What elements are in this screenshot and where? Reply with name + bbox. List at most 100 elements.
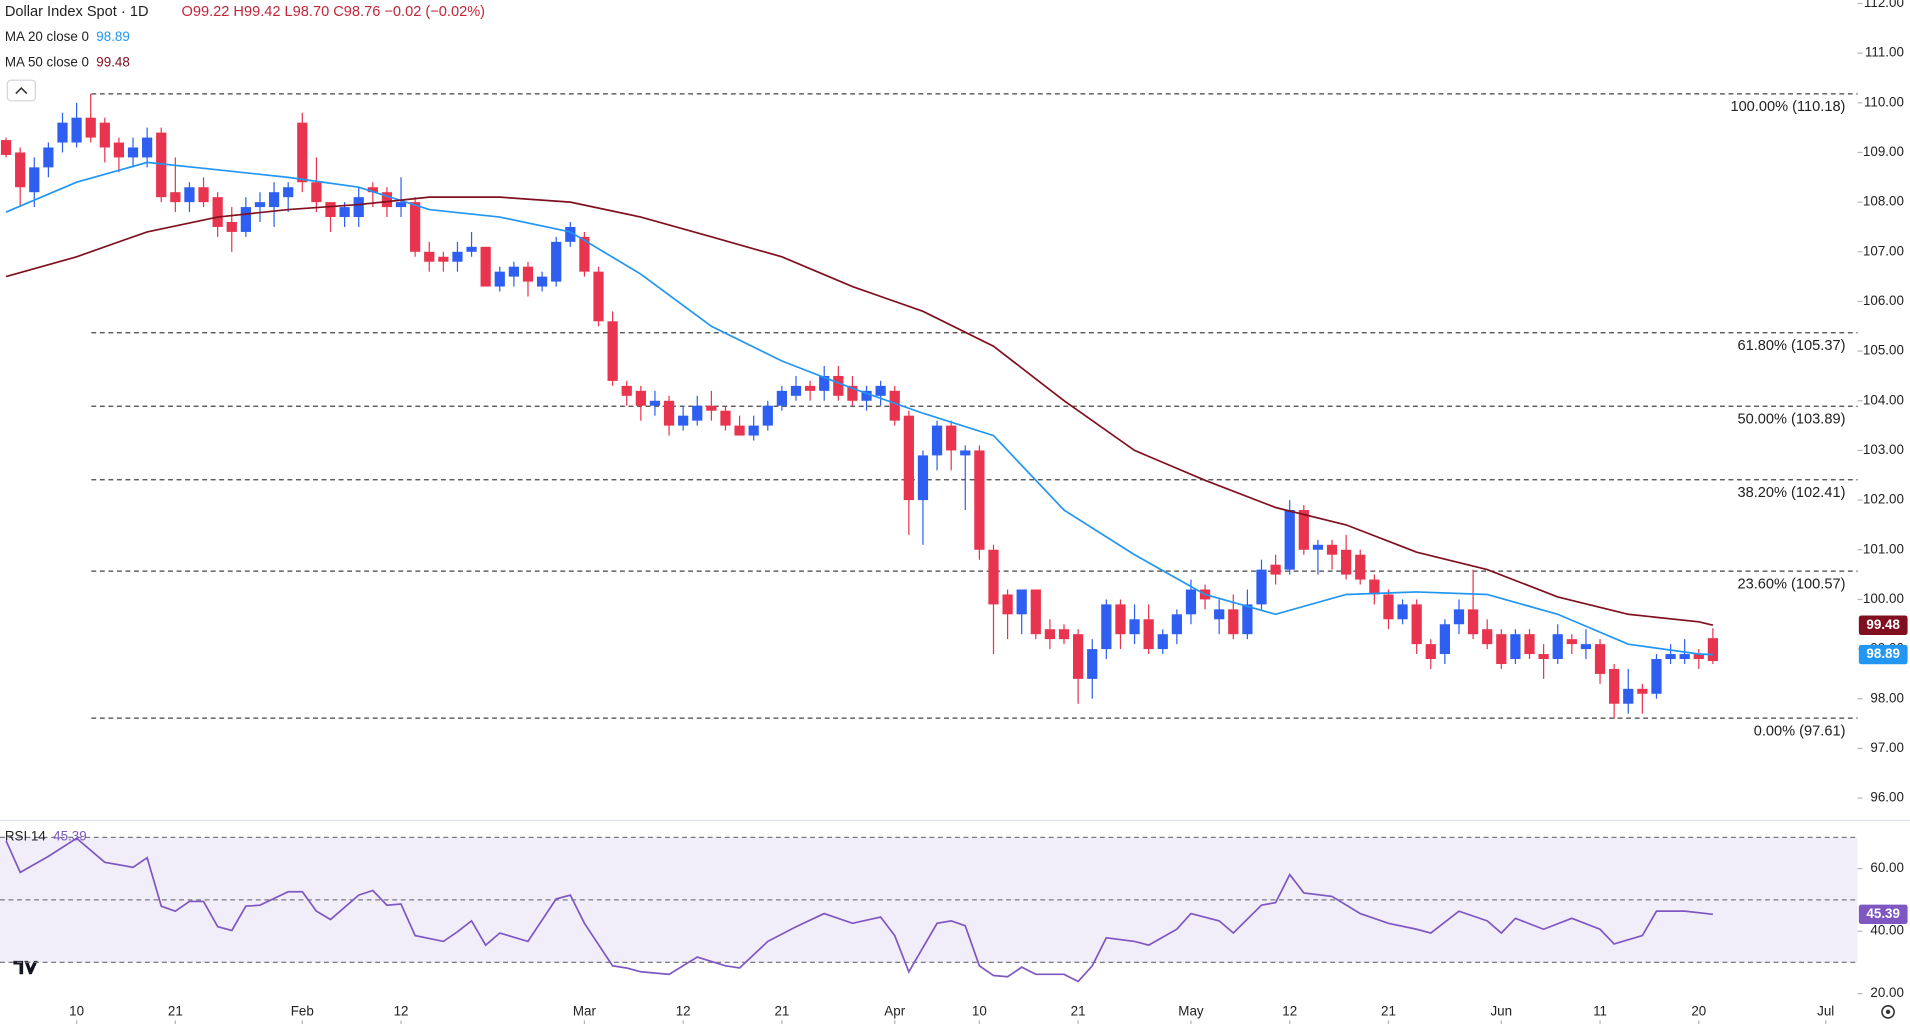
candle-body <box>226 221 237 232</box>
y-tick-label: 98.00 <box>1870 690 1904 705</box>
candle-body <box>1073 634 1084 679</box>
fib-label: 23.60% (100.57) <box>1737 576 1845 592</box>
y-tick-label: 106.00 <box>1863 293 1904 308</box>
candle-body <box>99 122 110 148</box>
y-tick-label: 103.00 <box>1863 442 1904 457</box>
x-tick-label: 10 <box>69 1003 84 1018</box>
candle-body <box>508 266 519 277</box>
candle-body <box>833 375 844 396</box>
candle-body <box>1115 604 1126 635</box>
y-tick-label: 96.00 <box>1870 790 1904 805</box>
candle-body <box>536 276 548 287</box>
y-tick-label: 102.00 <box>1863 492 1904 507</box>
price-badge <box>1858 904 1908 924</box>
candle-body <box>551 241 562 282</box>
price-badge-label: 98.89 <box>1866 646 1900 661</box>
candle-body <box>1524 634 1535 655</box>
candle-body <box>127 147 139 158</box>
candle-body <box>522 266 534 282</box>
candle-body <box>43 147 54 168</box>
x-tick-label: Jul <box>1817 1003 1834 1018</box>
candle-body <box>649 400 661 406</box>
x-tick-label: 21 <box>168 1003 183 1018</box>
candle-body <box>1467 609 1479 635</box>
price-badge-label: 45.39 <box>1866 906 1900 921</box>
tradingview-logo[interactable] <box>7 951 47 983</box>
price-badge-label: 99.48 <box>1866 617 1900 632</box>
candle-body <box>325 202 336 218</box>
legend-value: 99.48 <box>96 55 130 70</box>
candle-body <box>438 256 449 262</box>
x-tick-label: 21 <box>774 1003 789 1018</box>
candle-body <box>1326 544 1338 555</box>
x-tick-label: 12 <box>394 1003 409 1018</box>
candle-body <box>311 182 322 203</box>
x-tick-label: 21 <box>1381 1003 1396 1018</box>
candle-body <box>1665 654 1676 660</box>
y-tick-label: 112.00 <box>1864 0 1904 10</box>
candle-body <box>254 202 266 208</box>
candle-body <box>170 192 181 203</box>
candle-body <box>198 187 209 203</box>
candle-body <box>1425 644 1436 660</box>
candle-body <box>847 385 858 401</box>
candle-body <box>1566 639 1577 645</box>
ohlc-text: O99.22 H99.42 L98.70 C98.76 −0.02 (−0.02… <box>181 4 485 20</box>
candle-body <box>283 187 294 198</box>
y-tick-label: 110.00 <box>1864 94 1904 109</box>
candle-body <box>1171 614 1182 635</box>
candle-body <box>889 390 900 421</box>
candle-body <box>452 251 463 262</box>
candle-body <box>678 415 689 426</box>
y-tick-label: 107.00 <box>1863 243 1904 258</box>
fib-label: 38.20% (102.41) <box>1737 485 1845 501</box>
y-tick-label: 111.00 <box>1865 45 1904 60</box>
y-tick-label: 100.00 <box>1863 591 1904 606</box>
x-tick-label: 11 <box>1593 1003 1607 1018</box>
candle-body <box>494 271 505 287</box>
candle-body <box>410 202 421 252</box>
candle-body <box>1228 609 1239 635</box>
candle-body <box>635 390 646 406</box>
candle-body <box>71 117 82 143</box>
candle-body <box>1270 564 1281 575</box>
candle-body <box>395 202 407 208</box>
candle-body <box>1482 629 1493 645</box>
legend-name: MA 20 close 0 <box>5 29 89 44</box>
rsi-legend-value: 45.39 <box>53 828 87 843</box>
candle-body <box>1594 644 1606 674</box>
settings-button[interactable] <box>1881 1004 1895 1019</box>
candle-body <box>663 400 675 426</box>
candle-body <box>1679 654 1690 660</box>
candle-body <box>1651 659 1662 694</box>
candle-body <box>339 207 350 218</box>
candle-body <box>1129 619 1140 635</box>
candle-body <box>85 117 96 138</box>
fib-label: 61.80% (105.37) <box>1737 338 1845 354</box>
candle-body <box>113 142 125 158</box>
candle-body <box>212 197 223 227</box>
fib-label: 50.00% (103.89) <box>1737 411 1845 427</box>
candle-body <box>706 405 717 411</box>
chart-title: Dollar Index Spot · 1D <box>5 4 149 20</box>
candle-body <box>621 385 632 396</box>
candle-body <box>1044 629 1056 640</box>
y-tick-label: 97.00 <box>1870 740 1904 755</box>
x-tick-label: 21 <box>1071 1003 1086 1018</box>
candle-body <box>593 271 604 322</box>
collapse-button[interactable] <box>6 79 36 102</box>
y-tick-label: 40.00 <box>1870 923 1904 938</box>
candle-body <box>720 410 731 426</box>
y-tick-label: 101.00 <box>1863 541 1904 556</box>
candle-body <box>1087 649 1098 679</box>
candle-body <box>1242 604 1253 635</box>
legend-value: 98.89 <box>96 29 130 44</box>
candle-body <box>1030 589 1041 635</box>
candle-body <box>1214 609 1225 620</box>
candle-body <box>29 167 40 193</box>
candle-body <box>1623 688 1634 704</box>
candle-body <box>1552 634 1563 660</box>
y-tick-label: 108.00 <box>1863 194 1904 209</box>
candle-body <box>0 140 12 155</box>
